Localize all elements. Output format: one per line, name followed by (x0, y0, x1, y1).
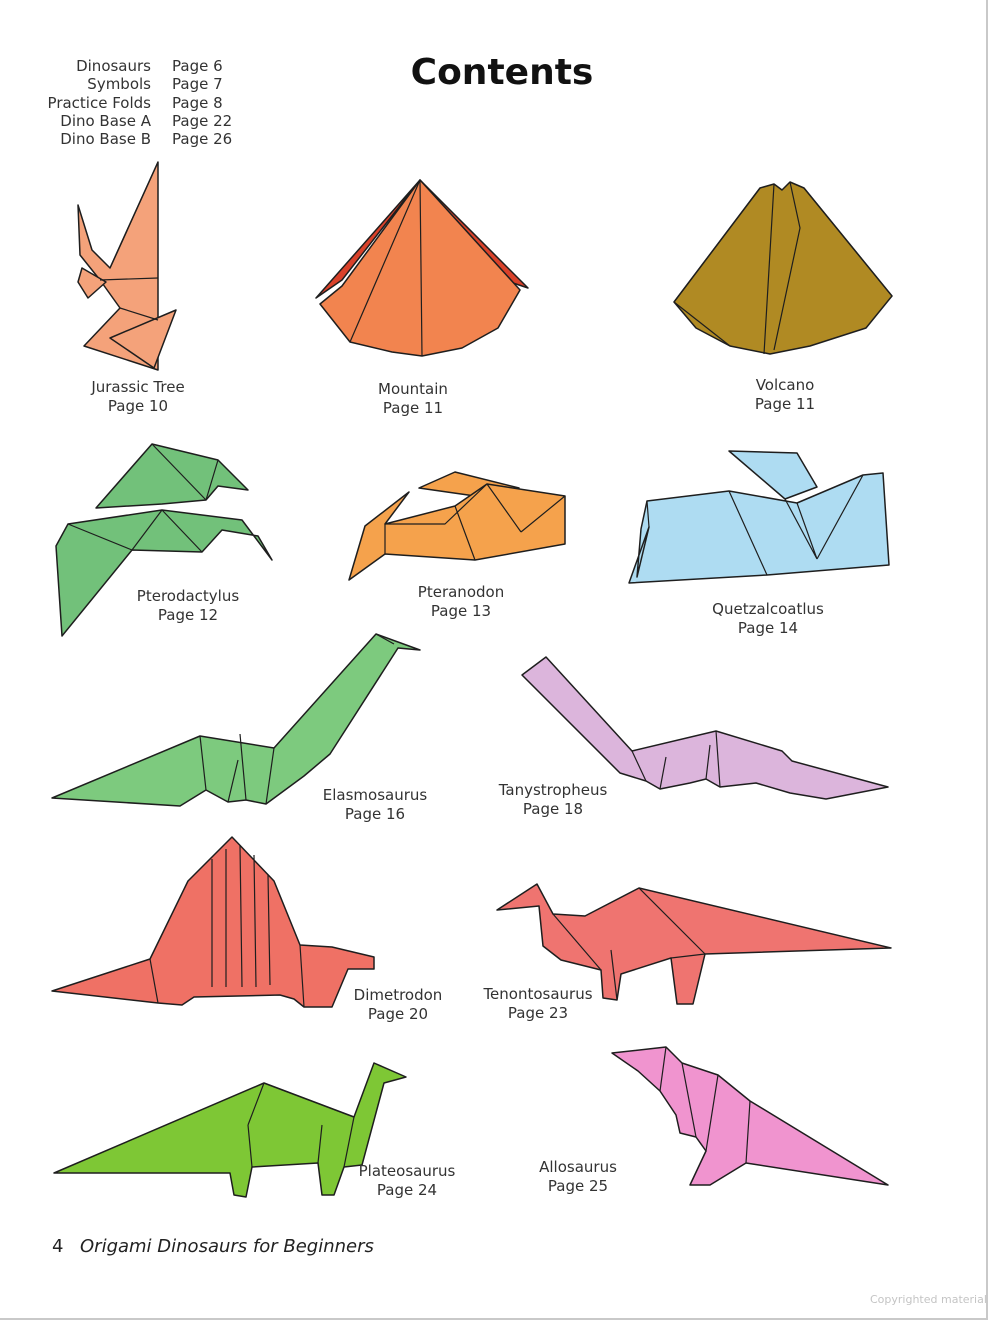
pterodactylus-model[interactable] (52, 440, 277, 640)
jurassic-tree-caption[interactable]: Jurassic Tree Page 10 (78, 378, 198, 416)
model-page: Page 16 (344, 805, 406, 823)
model-name: Elasmosaurus (322, 786, 428, 804)
pteranodon-caption[interactable]: Pteranodon Page 13 (401, 583, 521, 621)
model-page: Page 24 (376, 1181, 438, 1199)
volcano-body (673, 181, 893, 355)
toc-page: Page 22 (172, 111, 233, 130)
dimetrodon-caption[interactable]: Dimetrodon Page 20 (338, 986, 458, 1024)
pteranodon-body (348, 483, 566, 581)
toc-name: Symbols (87, 75, 151, 94)
toc-name: Dino Base B (60, 130, 151, 149)
elasmosaurus-body (51, 633, 421, 807)
volcano-model[interactable] (670, 178, 898, 360)
model-name: Jurassic Tree (91, 378, 185, 396)
toc-row[interactable]: Dinosaurs Page 6 (40, 57, 252, 75)
quetzalcoatlus-body (628, 472, 890, 584)
pteranodon-model[interactable] (345, 468, 570, 586)
quetzalcoatlus-head (728, 450, 818, 500)
model-page: Page 20 (367, 1005, 429, 1023)
model-name: Pterodactylus (136, 587, 240, 605)
plateosaurus-caption[interactable]: Plateosaurus Page 24 (347, 1162, 467, 1200)
dimetrodon-model[interactable] (50, 835, 380, 1013)
toc-name: Dino Base A (60, 111, 151, 130)
tree-foot-shape (109, 309, 177, 369)
tenontosaurus-model[interactable] (495, 880, 895, 1005)
model-page: Page 11 (382, 399, 444, 417)
toc-row[interactable]: Practice Folds Page 8 (40, 94, 252, 112)
model-name: Allosaurus (539, 1158, 617, 1176)
toc-name: Dinosaurs (76, 57, 151, 75)
model-page: Page 12 (157, 606, 219, 624)
dimetrodon-sail-body (51, 836, 375, 1008)
plateosaurus-model[interactable] (52, 1055, 412, 1200)
book-title: Origami Dinosaurs for Beginners (80, 1236, 374, 1257)
quetzalcoatlus-caption[interactable]: Quetzalcoatlus Page 14 (708, 600, 828, 638)
quetzalcoatlus-model[interactable] (627, 447, 892, 587)
model-name: Plateosaurus (358, 1162, 456, 1180)
model-page: Page 11 (754, 395, 816, 413)
toc-row[interactable]: Dino Base A Page 22 (40, 112, 252, 130)
page-title: Contents (410, 52, 594, 93)
toc-page: Page 26 (172, 130, 233, 149)
toc-name: Practice Folds (47, 93, 151, 112)
mountain-left-edge (315, 179, 421, 299)
tanystropheus-body (521, 656, 889, 800)
toc-page: Page 7 (172, 75, 223, 94)
jurassic-tree-model[interactable] (70, 160, 190, 375)
model-name: Volcano (755, 376, 815, 394)
toc-row[interactable]: Dino Base B Page 26 (40, 130, 252, 148)
model-page: Page 14 (737, 619, 799, 637)
table-of-contents: Dinosaurs Page 6 Symbols Page 7 Practice F… (40, 57, 252, 148)
elasmosaurus-caption[interactable]: Elasmosaurus Page 16 (315, 786, 435, 824)
pterodactylus-head (95, 443, 249, 509)
tenontosaurus-caption[interactable]: Tenontosaurus Page 23 (478, 985, 598, 1023)
model-page: Page 13 (430, 602, 492, 620)
allosaurus-body (611, 1046, 889, 1186)
volcano-caption[interactable]: Volcano Page 11 (725, 376, 845, 414)
tree-branch-shape (77, 267, 107, 299)
model-page: Page 23 (507, 1004, 569, 1022)
model-page: Page 25 (547, 1177, 609, 1195)
tenontosaurus-body (496, 883, 892, 1005)
model-page: Page 18 (522, 800, 584, 818)
model-name: Dimetrodon (353, 986, 443, 1004)
model-page: Page 10 (107, 397, 169, 415)
model-name: Quetzalcoatlus (712, 600, 824, 618)
model-name: Mountain (378, 380, 448, 398)
allosaurus-model[interactable] (610, 1045, 892, 1193)
mountain-body (319, 179, 521, 357)
toc-page: Page 6 (172, 57, 223, 75)
model-name: Tanystropheus (498, 781, 608, 799)
allosaurus-caption[interactable]: Allosaurus Page 25 (518, 1158, 638, 1196)
pterodactylus-caption[interactable]: Pterodactylus Page 12 (128, 587, 248, 625)
elasmosaurus-model[interactable] (50, 630, 425, 810)
model-name: Tenontosaurus (483, 985, 593, 1003)
toc-row[interactable]: Symbols Page 7 (40, 75, 252, 93)
tree-trunk-shape (77, 161, 159, 371)
plateosaurus-body (53, 1062, 407, 1198)
copyright-notice: Copyrighted material (870, 1293, 987, 1306)
tanystropheus-model[interactable] (520, 655, 892, 803)
model-name: Pteranodon (417, 583, 505, 601)
mountain-model[interactable] (312, 178, 532, 360)
toc-page: Page 8 (172, 93, 223, 112)
mountain-caption[interactable]: Mountain Page 11 (353, 380, 473, 418)
page-number: 4 (52, 1236, 64, 1257)
tanystropheus-caption[interactable]: Tanystropheus Page 18 (493, 781, 613, 819)
